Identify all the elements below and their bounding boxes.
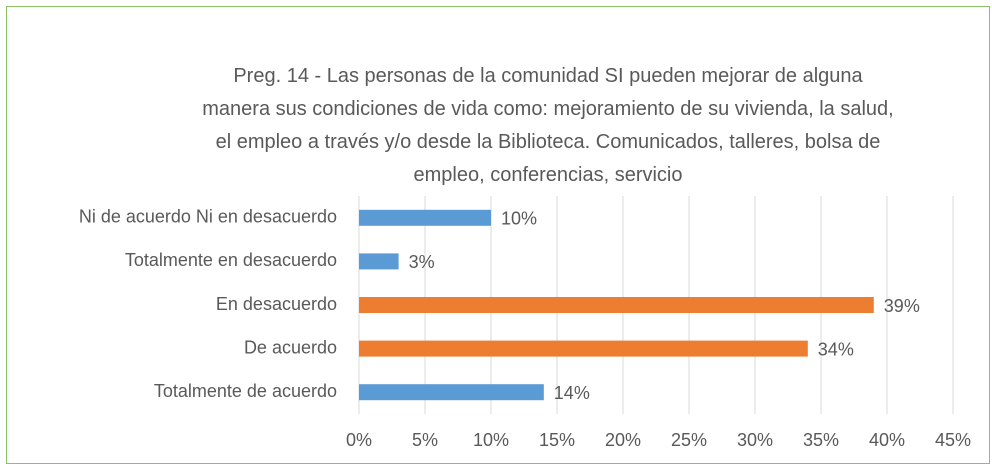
y-tick-label: Totalmente en desacuerdo [125,250,337,270]
x-tick-label: 30% [737,430,773,450]
x-tick-label: 15% [539,430,575,450]
y-tick-label: De acuerdo [244,337,337,357]
y-tick-label: Ni de acuerdo Ni en desacuerdo [79,207,337,227]
x-tick-label: 20% [605,430,641,450]
bar [359,253,399,270]
bar [359,384,544,401]
bar [359,297,874,313]
data-label: 10% [501,209,537,229]
x-tick-label: 45% [935,430,971,450]
x-tick-label: 40% [869,430,905,450]
data-label: 34% [818,339,854,359]
y-tick-label: Totalmente de acuerdo [154,381,337,401]
chart-frame [6,6,990,464]
x-tick-label: 35% [803,430,839,450]
x-tick-label: 0% [346,430,372,450]
data-label: 39% [884,296,920,316]
data-label: 14% [554,383,590,403]
y-tick-label: En desacuerdo [216,294,337,314]
bar [359,209,491,226]
x-tick-label: 5% [412,430,438,450]
bar [359,340,808,357]
x-tick-label: 10% [473,430,509,450]
chart-title: Preg. 14 - Las personas de la comunidad … [202,65,894,186]
x-tick-label: 25% [671,430,707,450]
data-label: 3% [409,252,435,272]
